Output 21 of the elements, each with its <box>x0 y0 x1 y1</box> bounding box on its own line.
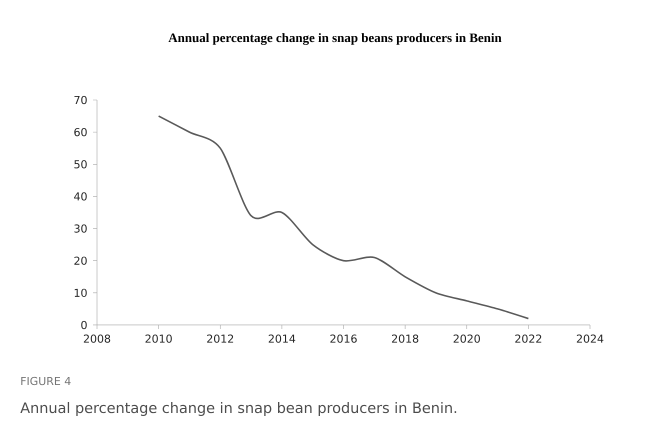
x-tick-label: 2016 <box>330 334 357 343</box>
y-tick-label: 70 <box>74 96 87 104</box>
y-tick-label: 20 <box>74 256 87 265</box>
x-tick-label: 2008 <box>84 334 110 343</box>
x-tick-label: 2014 <box>268 334 296 343</box>
y-tick-label: 0 <box>81 320 87 330</box>
y-tick-label: 40 <box>74 192 87 201</box>
x-tick-label: 2024 <box>576 334 604 343</box>
caption: FIGURE 4 <box>21 376 71 386</box>
line-series <box>158 115 530 320</box>
y-tick-label: 50 <box>74 160 87 168</box>
y-tick-label: 60 <box>74 128 87 136</box>
x-tick-label: 2022 <box>515 334 542 343</box>
text: Annual percentage change in snap bean producers in Benin. <box>20 402 456 416</box>
x-tick-label: 2012 <box>207 334 234 343</box>
y-tick-label: 30 <box>74 224 87 233</box>
chart-title: Annual percentage change in snap beans producers in Benin <box>168 33 502 45</box>
x-tick-label: 2020 <box>454 334 480 343</box>
x-tick-label: 2018 <box>392 334 418 343</box>
y-tick-label: 10 <box>74 288 87 297</box>
x-tick-label: 2010 <box>145 334 172 343</box>
